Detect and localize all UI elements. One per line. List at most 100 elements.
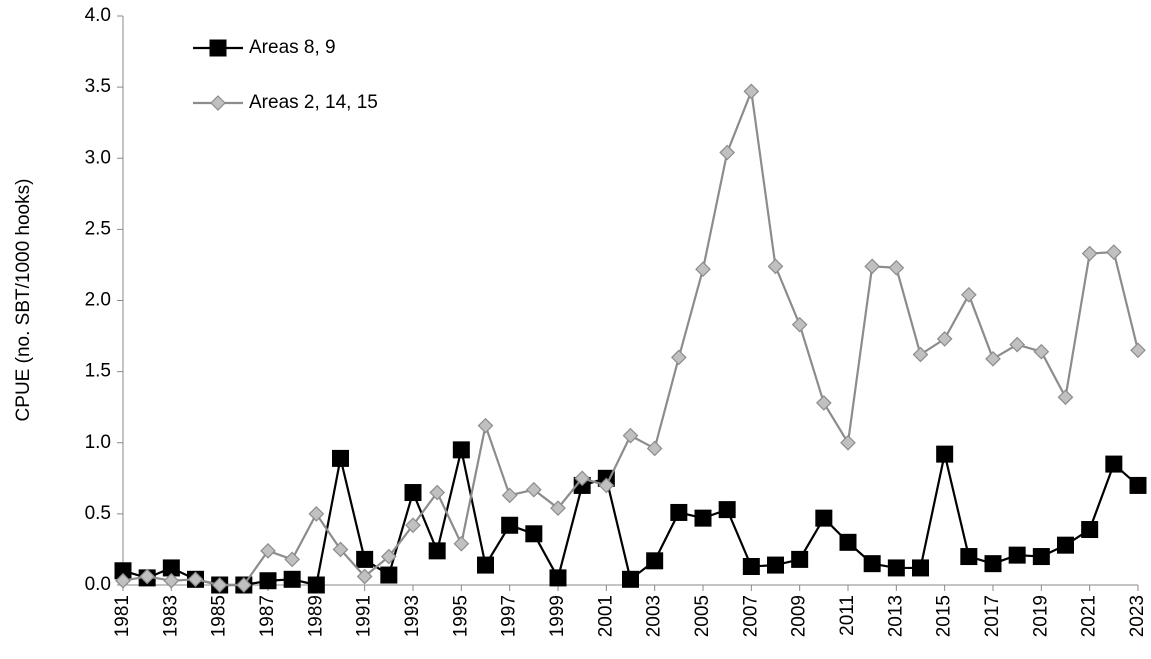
- marker: [549, 569, 567, 587]
- x-tick-label: 1997: [499, 595, 520, 637]
- marker: [936, 445, 954, 463]
- x-tick-label: 1981: [112, 595, 133, 637]
- x-tick-label: 2001: [595, 595, 616, 637]
- y-tick-label: 3.0: [85, 147, 111, 168]
- marker: [1129, 476, 1147, 494]
- x-tick-label: 1985: [209, 595, 230, 637]
- x-tick-label: 2005: [692, 595, 713, 637]
- marker: [429, 484, 446, 501]
- marker: [115, 572, 131, 589]
- marker: [670, 349, 687, 366]
- marker: [453, 535, 470, 552]
- marker: [211, 577, 228, 593]
- marker: [718, 501, 736, 519]
- marker: [477, 556, 494, 574]
- marker: [1105, 244, 1122, 260]
- marker: [380, 566, 398, 584]
- marker: [622, 570, 639, 588]
- marker: [598, 477, 615, 494]
- marker: [1032, 548, 1050, 566]
- y-tick-label: 4.0: [85, 5, 111, 26]
- marker: [791, 316, 808, 333]
- marker: [525, 481, 542, 498]
- legend-label: Areas 2, 14, 15: [249, 92, 378, 113]
- marker: [791, 550, 809, 568]
- marker: [1009, 336, 1026, 353]
- x-tick-label: 1993: [402, 595, 423, 637]
- legend-label: Areas 8, 9: [249, 37, 336, 58]
- marker: [646, 552, 664, 570]
- marker: [912, 559, 929, 577]
- y-tick-label: 2.0: [85, 290, 111, 311]
- marker: [622, 427, 639, 444]
- marker: [525, 525, 543, 543]
- x-tick-label: 1989: [305, 595, 326, 637]
- legend-marker: [209, 39, 227, 57]
- legend-marker: [210, 95, 226, 111]
- marker: [501, 487, 518, 504]
- marker: [815, 509, 833, 527]
- marker: [888, 259, 905, 276]
- marker: [380, 548, 397, 565]
- y-tick-label: 1.0: [85, 432, 111, 453]
- marker: [332, 541, 349, 558]
- marker: [574, 470, 591, 487]
- x-tick-label: 1987: [257, 595, 278, 637]
- y-tick-label: 3.5: [85, 76, 111, 97]
- y-tick-label: 0.5: [85, 503, 111, 524]
- marker: [985, 350, 1001, 367]
- marker: [283, 570, 301, 588]
- marker: [1130, 342, 1146, 359]
- marker: [1105, 455, 1123, 473]
- marker: [1057, 536, 1074, 554]
- y-tick-label: 1.5: [85, 361, 111, 382]
- x-tick-label: 2017: [982, 595, 1003, 637]
- marker: [235, 577, 252, 593]
- marker: [694, 509, 712, 527]
- marker: [405, 517, 421, 534]
- marker: [839, 533, 857, 551]
- x-tick-label: 2009: [789, 595, 810, 637]
- series-line: [122, 87, 1140, 587]
- x-tick-label: 2013: [885, 595, 906, 637]
- marker: [864, 258, 881, 275]
- x-tick-label: 2003: [644, 595, 665, 637]
- marker: [187, 571, 204, 588]
- x-tick-label: 1991: [354, 595, 375, 637]
- x-tick-label: 1983: [160, 595, 181, 637]
- marker: [1081, 521, 1099, 539]
- marker: [670, 503, 688, 521]
- marker: [815, 395, 832, 411]
- marker: [743, 83, 760, 100]
- x-tick-label: 2019: [1030, 595, 1051, 637]
- marker: [307, 576, 325, 594]
- x-tick-label: 1999: [547, 595, 568, 637]
- x-tick-label: 2011: [837, 595, 858, 636]
- marker: [332, 449, 349, 467]
- marker: [139, 568, 156, 585]
- marker: [695, 261, 711, 278]
- y-tick-label: 0.0: [85, 574, 111, 595]
- marker: [960, 548, 978, 566]
- marker: [912, 346, 929, 363]
- x-tick-label: 2015: [934, 595, 955, 637]
- marker: [840, 434, 856, 451]
- marker: [163, 572, 180, 589]
- x-tick-label: 1995: [450, 595, 471, 637]
- marker: [259, 572, 277, 590]
- marker: [1008, 546, 1026, 564]
- marker: [260, 543, 276, 559]
- y-tick-label: 2.5: [85, 218, 111, 239]
- marker: [477, 417, 494, 434]
- marker: [767, 258, 784, 275]
- marker: [356, 568, 373, 585]
- marker: [428, 542, 446, 560]
- marker: [356, 550, 374, 568]
- marker: [767, 556, 784, 574]
- marker: [742, 558, 760, 576]
- x-tick-label: 2021: [1079, 595, 1100, 637]
- marker: [308, 506, 325, 522]
- marker: [452, 441, 470, 459]
- marker: [1057, 389, 1074, 406]
